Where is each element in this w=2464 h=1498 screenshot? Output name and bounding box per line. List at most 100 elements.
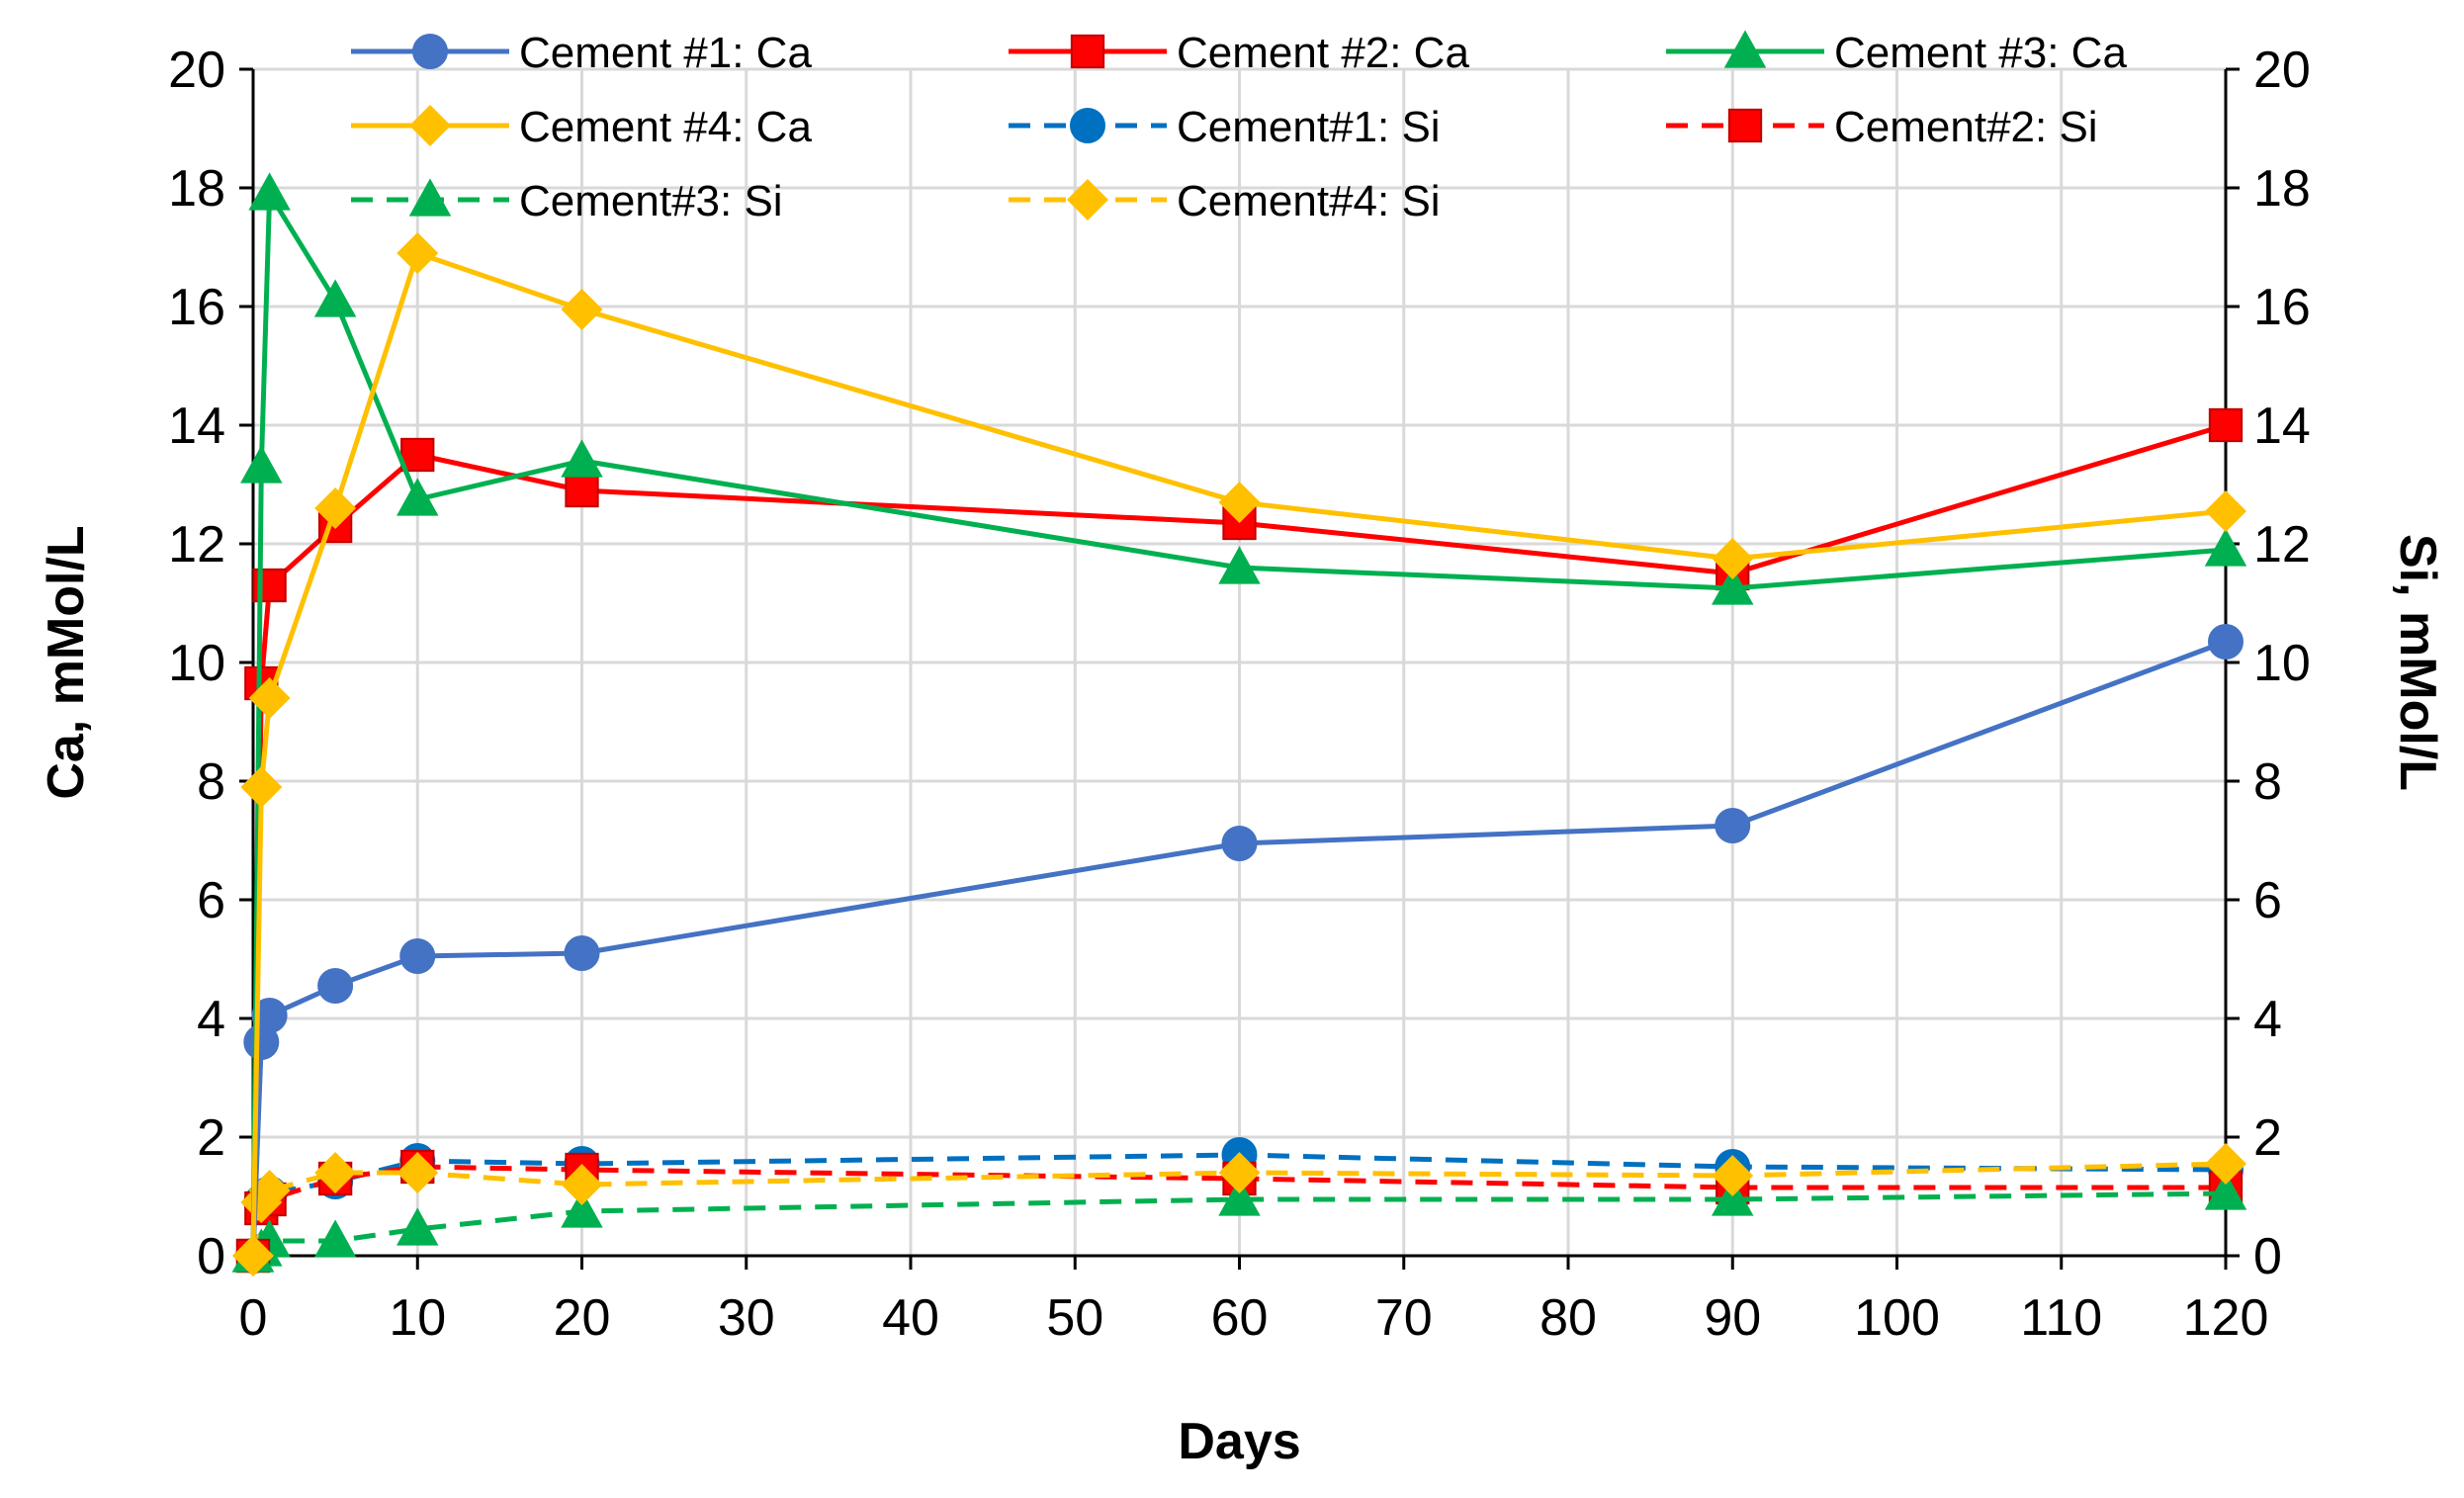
series-layer [231,172,2247,1277]
series-cement-3-ca [231,172,2247,1273]
x-axis-title: Days [1178,1413,1300,1470]
legend-label: Cement #3: Ca [1834,29,2127,77]
y2-tick-label: 6 [2253,872,2282,929]
legend-marker [1067,179,1108,220]
x-tick-label: 110 [2020,1289,2102,1347]
data-point [561,1164,603,1205]
data-point [1218,546,1261,584]
gridlines [253,67,2226,1256]
data-point [251,998,288,1033]
legend-label: Cement#3: Si [519,177,783,225]
x-tick-label: 20 [554,1289,611,1347]
x-tick-label: 30 [718,1289,775,1347]
y2-tick-label: 8 [2253,753,2282,811]
y2-tick-label: 18 [2253,160,2311,218]
data-point [1712,567,1754,605]
data-point [396,1207,439,1246]
y2-tick-label: 10 [2253,635,2311,692]
data-point [2205,490,2246,532]
data-point [2204,1172,2247,1210]
y-tick-label: 10 [168,635,225,692]
y-tick-label: 20 [168,42,225,99]
legend-label: Cement #4: Ca [519,103,812,151]
legend-label: Cement#2: Si [1834,103,2098,151]
data-point [399,938,436,974]
legend-item-cement-2-si: Cement#2: Si [1666,103,2098,151]
legend: Cement #1: Ca Cement #2: Ca Cement #3: Ca C… [351,29,2127,225]
y-tick-label: 16 [168,279,225,336]
data-point [248,172,291,211]
data-point [1221,826,1258,861]
legend-marker [1723,30,1767,68]
data-point [1712,1155,1754,1196]
y2-tick-label: 12 [2253,516,2311,573]
legend-item-cement-4-ca: Cement #4: Ca [351,103,812,151]
data-point [313,279,357,317]
data-point [396,232,439,274]
y2-tick-label: 4 [2253,991,2282,1048]
y-tick-labels: 0 2 4 6 8 10 12 14 16 18 20 [168,42,225,1285]
x-tick-label: 10 [389,1289,446,1347]
legend-marker [1070,108,1105,143]
x-tick-label: 40 [882,1289,939,1347]
legend-label: Cement#4: Si [1177,177,1441,225]
legend-marker [1070,34,1105,69]
y-tick-label: 8 [197,753,225,811]
series-cement-4-ca [232,232,2246,1277]
data-point [1712,538,1754,579]
y-axis-title: Ca, mMol/L [38,525,95,799]
data-point [396,1152,439,1193]
y-tick-label: 0 [197,1228,225,1285]
y-tick-label: 18 [168,160,225,218]
data-point [2208,407,2244,443]
data-point [561,289,603,330]
data-point [314,487,357,529]
x-tick-label: 60 [1211,1289,1269,1347]
data-point [1218,482,1261,523]
data-point [1712,1178,1754,1216]
x-tick-label: 70 [1375,1289,1433,1347]
y2-tick-label: 2 [2253,1109,2282,1167]
legend-marker [409,105,451,146]
x-tick-label: 0 [239,1289,268,1347]
data-point [2205,1143,2246,1185]
legend-item-cement-1-si: Cement#1: Si [1009,103,1441,151]
x-tick-label: 50 [1046,1289,1103,1347]
y-tick-label: 4 [197,991,225,1048]
data-point [1218,1152,1261,1193]
y2-tick-label: 14 [2253,397,2311,455]
legend-item-cement-1-ca: Cement #1: Ca [351,29,812,77]
y-tick-label: 12 [168,516,225,573]
y-tick-label: 14 [168,397,225,455]
data-point [564,935,600,971]
data-point [561,439,603,478]
legend-marker [408,178,452,217]
data-point [317,968,354,1004]
y2-tick-label: 16 [2253,279,2311,336]
data-point [313,1219,357,1258]
y2-axis-title: Si, mMol/L [2389,534,2446,791]
x-tick-label: 100 [1854,1289,1940,1347]
data-point [565,473,599,508]
legend-item-cement-3-ca: Cement #3: Ca [1666,29,2127,77]
legend-marker [1727,108,1763,143]
y2-tick-label: 20 [2253,42,2311,99]
y2-tick-label: 0 [2253,1228,2282,1285]
data-point [248,677,291,719]
y2-tick-labels: 0 2 4 6 8 10 12 14 16 18 20 [2253,42,2311,1285]
y-tick-label: 2 [197,1109,225,1167]
legend-item-cement-3-si: Cement#3: Si [351,177,783,225]
x-tick-labels: 0 10 20 30 40 50 60 70 80 90 100 110 120 [239,1289,2269,1347]
x-tick-label: 120 [2183,1289,2269,1347]
data-point [1715,808,1751,843]
data-point [240,766,283,808]
legend-marker [412,34,448,69]
x-tick-label: 80 [1540,1289,1597,1347]
data-point [2204,528,2247,567]
y-tick-label: 6 [197,872,225,929]
data-point [240,445,283,484]
data-point [396,478,439,516]
data-point [400,437,435,473]
x-tick-label: 90 [1704,1289,1761,1347]
legend-label: Cement #2: Ca [1177,29,1469,77]
